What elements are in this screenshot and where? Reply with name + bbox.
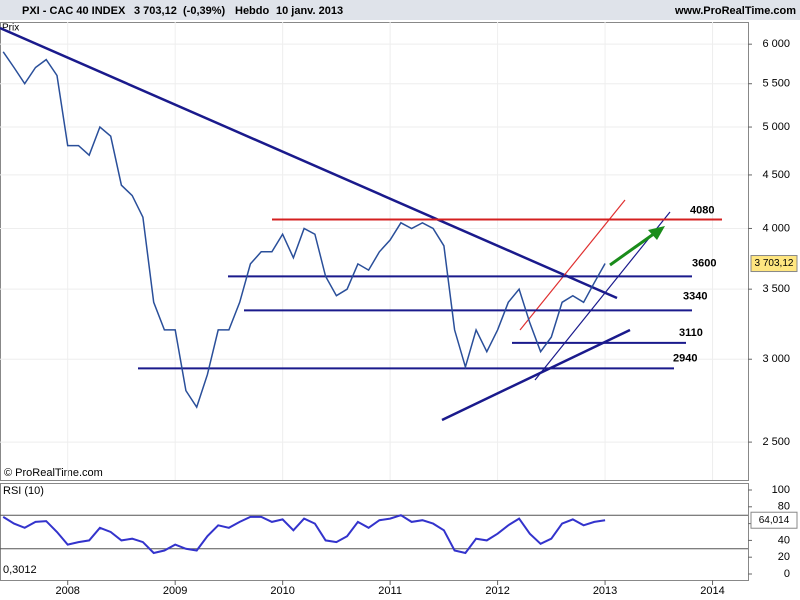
change: (-0,39%) [183,5,226,17]
copyright: © ProRealTime.com [4,467,103,479]
y-tick-label: 0 [784,568,790,580]
last-tag-label: 3 703,12 [755,258,794,269]
y-tick-label: 4 000 [762,222,790,234]
period: Hebdo [235,5,270,17]
channel-line [519,199,626,331]
source: www.ProRealTime.com [674,5,796,17]
x-tick-label: 2010 [270,585,294,597]
y-tick-label: 100 [772,484,790,496]
y-tick-label: 5 500 [762,78,790,90]
last-price: 3 703,12 [134,5,177,17]
y-tick-label: 3 500 [762,283,790,295]
level-label: 4080 [690,204,714,216]
y-label: Prix [2,23,19,34]
header-bar [0,0,800,20]
y-tick-label: 20 [778,551,790,563]
trend-line [441,328,631,422]
last-tag [750,511,798,529]
x-tick-label: 2011 [378,585,402,597]
rsi-note: 0,3012 [3,564,37,576]
y-tick-label: 40 [778,534,790,546]
last-tag [750,255,798,273]
x-tick-label: 2014 [700,585,724,597]
y-tick-label: 80 [778,501,790,513]
rsi-title: RSI (10) [3,485,44,497]
y-tick-label: 5 000 [762,121,790,133]
level-label: 3110 [679,327,703,339]
x-tick-label: 2013 [593,585,617,597]
level-label: 2940 [673,352,697,364]
y-tick-label: 3 000 [762,353,790,365]
rsi-frame [0,483,749,581]
series-line [2,51,606,409]
date: 10 janv. 2013 [276,5,343,17]
x-tick-label: 2012 [485,585,509,597]
level-label: 3600 [692,257,716,269]
trend-line [0,26,618,300]
price-frame [0,22,749,481]
y-tick-label: 6 000 [762,38,790,50]
price-layer [0,22,748,480]
y-tick-label: 2 500 [762,436,790,448]
arrow [609,231,656,267]
trend-lines [0,26,671,422]
level-label: 3340 [683,290,707,302]
arrow-head [648,226,665,240]
series-line [2,514,606,555]
y-tick-label: 4 500 [762,169,790,181]
x-tick-label: 2008 [55,585,79,597]
x-tick-label: 2009 [163,585,187,597]
last-tag-label: 64,014 [759,515,790,526]
title: PXI - CAC 40 INDEX [22,5,126,17]
